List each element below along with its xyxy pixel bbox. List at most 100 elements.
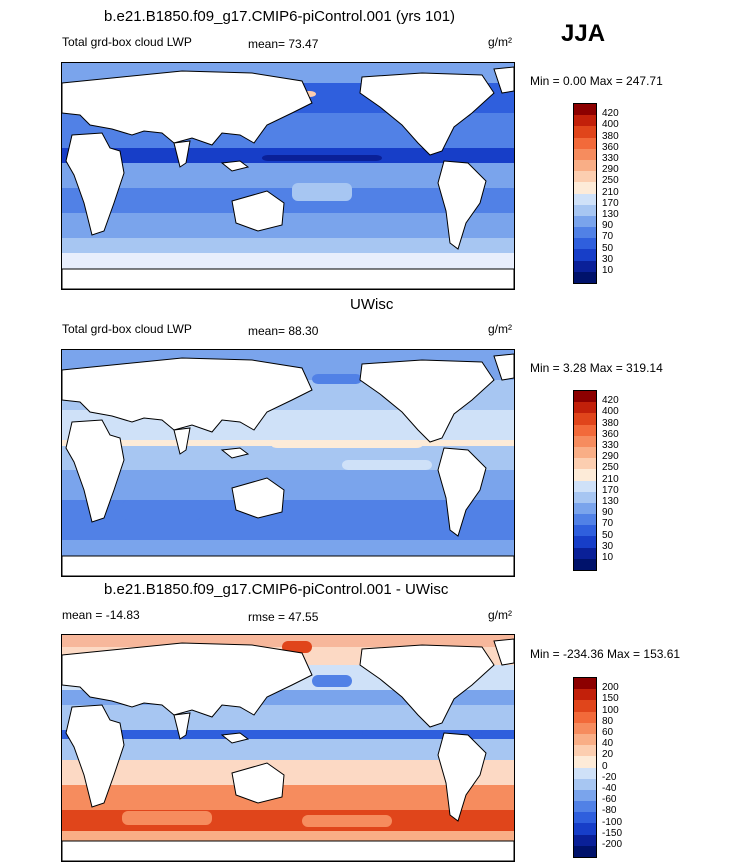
colorbar-segment	[574, 271, 596, 283]
colorbar-segment	[574, 249, 596, 261]
colorbar-tick-label: 130	[602, 496, 619, 507]
colorbar-tick-label: 90	[602, 507, 614, 519]
colorbar-tick-label: 200	[602, 682, 619, 694]
panel-2-map	[61, 349, 515, 577]
colorbar-tick-label: 400	[602, 119, 619, 131]
colorbar-segment	[574, 435, 596, 447]
colorbar-tick-label: 20	[602, 749, 614, 761]
colorbar-segment	[574, 711, 596, 723]
colorbar-tick-label: -200	[602, 839, 623, 850]
panel-3-units: g/m²	[488, 608, 512, 622]
season-label: JJA	[561, 20, 606, 47]
colorbar-segment	[574, 480, 596, 492]
colorbar-tick-label: 90	[602, 220, 614, 232]
panel-2-units: g/m²	[488, 322, 512, 336]
panel-1-mean-label: mean= 73.47	[248, 37, 319, 51]
panel-1-colorbar	[573, 103, 597, 284]
colorbar-tick-label: -40	[602, 783, 617, 794]
colorbar-tick-label: 360	[602, 428, 619, 440]
colorbar-tick-label: 170	[602, 484, 619, 496]
colorbar-tick-label: 70	[602, 231, 614, 243]
colorbar-tick-label: 210	[602, 473, 619, 485]
colorbar-tick-label: 0	[602, 760, 608, 772]
colorbar-segment	[574, 767, 596, 779]
panel-3-colorbar	[573, 677, 597, 858]
colorbar-segment	[574, 137, 596, 149]
colorbar-segment	[574, 424, 596, 436]
colorbar-tick-label: -20	[602, 771, 617, 783]
colorbar-tick-label: -100	[602, 816, 623, 828]
colorbar-segment	[574, 171, 596, 183]
colorbar-segment	[574, 238, 596, 250]
colorbar-segment	[574, 823, 596, 835]
colorbar-segment	[574, 391, 596, 403]
colorbar-segment	[574, 227, 596, 239]
colorbar-segment	[574, 458, 596, 470]
colorbar-tick-label: 50	[602, 242, 614, 254]
colorbar-segment	[574, 733, 596, 746]
colorbar-tick-label: 130	[602, 209, 619, 220]
colorbar-segment	[574, 502, 596, 515]
colorbar-tick-label: 400	[602, 406, 619, 418]
colorbar-segment	[574, 126, 596, 138]
colorbar-tick-label: 70	[602, 518, 614, 530]
colorbar-segment	[574, 182, 596, 194]
colorbar-tick-label: 30	[602, 253, 614, 265]
colorbar-tick-label: 100	[602, 704, 619, 716]
colorbar-segment	[574, 446, 596, 459]
colorbar-tick-label: 380	[602, 130, 619, 142]
colorbar-tick-label: 330	[602, 153, 619, 164]
colorbar-segment	[574, 722, 596, 734]
colorbar-tick-label: 380	[602, 417, 619, 429]
colorbar-tick-label: -80	[602, 805, 617, 817]
colorbar-segment	[574, 812, 596, 824]
colorbar-tick-label: 80	[602, 715, 614, 727]
panel-1-minmax: Min = 0.00 Max = 247.71	[530, 74, 663, 88]
colorbar-segment	[574, 745, 596, 757]
colorbar-tick-label: 50	[602, 529, 614, 541]
colorbar-segment	[574, 845, 596, 857]
colorbar-tick-label: 40	[602, 738, 614, 750]
colorbar-tick-label: 290	[602, 164, 619, 176]
colorbar-tick-label: -60	[602, 794, 617, 806]
colorbar-tick-label: 170	[602, 197, 619, 209]
colorbar-segment	[574, 536, 596, 548]
colorbar-tick-label: 330	[602, 440, 619, 451]
panel-2-title: UWisc	[350, 296, 394, 313]
colorbar-segment	[574, 514, 596, 526]
colorbar-tick-label: 10	[602, 552, 614, 563]
colorbar-segment	[574, 215, 596, 228]
panel-1-units: g/m²	[488, 35, 512, 49]
panel-2-variable-label: Total grd-box cloud LWP	[62, 322, 192, 336]
colorbar-segment	[574, 148, 596, 160]
colorbar-tick-label: 360	[602, 141, 619, 153]
colorbar-segment	[574, 700, 596, 712]
colorbar-segment	[574, 525, 596, 537]
colorbar-segment	[574, 547, 596, 559]
colorbar-tick-label: 10	[602, 265, 614, 276]
panel-3-mean-label: mean = -14.83	[62, 608, 140, 622]
colorbar-tick-label: 30	[602, 540, 614, 552]
colorbar-segment	[574, 689, 596, 701]
colorbar-tick-label: -150	[602, 827, 623, 839]
colorbar-segment	[574, 104, 596, 116]
colorbar-tick-label: 420	[602, 108, 619, 120]
colorbar-segment	[574, 491, 596, 503]
panel-1-map	[61, 62, 515, 290]
colorbar-segment	[574, 778, 596, 790]
colorbar-segment	[574, 115, 596, 127]
colorbar-segment	[574, 193, 596, 205]
colorbar-segment	[574, 801, 596, 813]
colorbar-tick-label: 250	[602, 462, 619, 474]
colorbar-tick-label: 150	[602, 693, 619, 705]
colorbar-segment	[574, 558, 596, 570]
colorbar-segment	[574, 756, 596, 768]
panel-2-colorbar	[573, 390, 597, 571]
panel-3-rmse-label: rmse = 47.55	[248, 610, 319, 624]
panel-3-map	[61, 634, 515, 862]
panel-1-title: b.e21.B1850.f09_g17.CMIP6-piControl.001 …	[104, 8, 456, 25]
colorbar-segment	[574, 402, 596, 414]
panel-2-mean-label: mean= 88.30	[248, 324, 319, 338]
colorbar-segment	[574, 204, 596, 216]
colorbar-segment	[574, 678, 596, 690]
